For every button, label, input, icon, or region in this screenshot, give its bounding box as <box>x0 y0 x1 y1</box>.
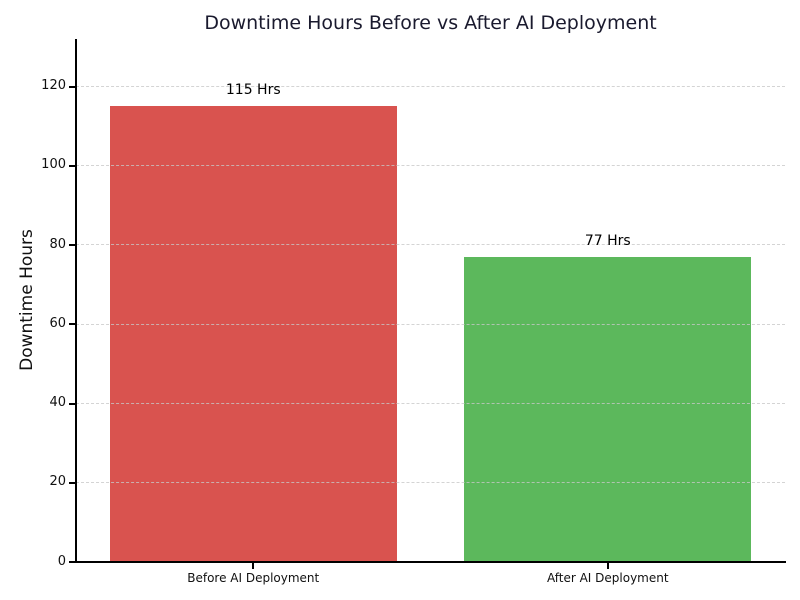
x-tick-mark <box>252 562 255 569</box>
x-tick-mark <box>606 562 609 569</box>
y-tick-mark <box>69 164 76 167</box>
y-tick-mark <box>69 244 76 247</box>
y-tick-mark <box>69 402 76 405</box>
y-tick-label: 40 <box>49 395 66 410</box>
x-tick-label: Before AI Deployment <box>187 571 320 585</box>
bar-value-label: 77 Hrs <box>584 232 631 249</box>
y-tick-mark <box>69 323 76 326</box>
gridline <box>76 323 785 325</box>
y-tick-label: 120 <box>41 78 66 94</box>
y-tick-label: 60 <box>49 315 66 331</box>
gridline <box>76 244 785 246</box>
bar-value-label: 115 Hrs <box>225 82 281 99</box>
y-axis-spine <box>75 39 77 563</box>
gridline <box>76 402 785 404</box>
x-tick-label: After AI Deployment <box>546 571 669 585</box>
bar-before-ai-deployment <box>109 106 397 562</box>
y-tick-mark <box>69 561 76 563</box>
y-tick-mark <box>69 481 76 484</box>
y-tick-mark <box>69 85 76 88</box>
y-tick-label: 100 <box>41 157 66 173</box>
y-tick-label: 80 <box>49 236 66 252</box>
y-tick-label: 0 <box>57 553 66 569</box>
gridline <box>76 482 785 483</box>
x-axis-spine <box>75 561 786 563</box>
y-tick-label: 20 <box>49 474 66 490</box>
gridline <box>76 85 785 87</box>
gridline <box>76 165 785 167</box>
chart-title: Downtime Hours Before vs After AI Deploy… <box>204 12 657 34</box>
bar-after-ai-deployment <box>464 256 752 562</box>
plot-area: 115 Hrs 77 Hrs <box>76 39 785 562</box>
